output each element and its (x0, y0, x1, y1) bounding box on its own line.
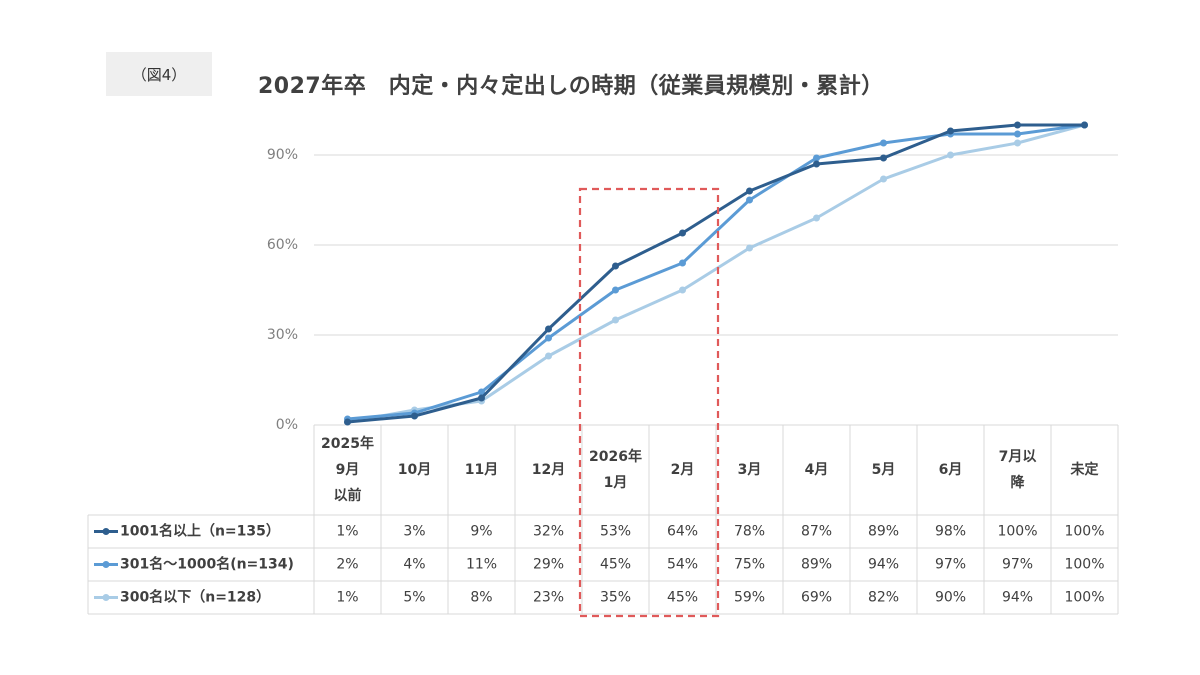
legend-marker (102, 561, 110, 568)
data-value-label: 11% (466, 557, 497, 573)
data-point (746, 196, 753, 204)
data-value-label: 64% (667, 524, 698, 540)
data-value-label: 78% (734, 524, 765, 540)
data-value-label: 1% (336, 590, 358, 606)
data-value-label: 35% (600, 590, 631, 606)
data-value-label: 100% (1064, 524, 1104, 540)
category-label: 12月 (532, 462, 565, 478)
data-value-label: 90% (935, 590, 966, 606)
data-value-label: 54% (667, 557, 698, 573)
y-tick-label: 60% (267, 237, 298, 253)
chart-title: 2027年卒 内定・内々定出しの時期（従業員規模別・累計） (258, 74, 884, 99)
data-value-label: 1% (336, 524, 358, 540)
data-point (679, 286, 686, 294)
data-point (478, 394, 485, 402)
category-label: 2026年 (589, 448, 642, 465)
data-value-label: 75% (734, 557, 765, 573)
data-point (545, 334, 552, 342)
figure-label: （図4） (106, 52, 212, 96)
data-value-label: 69% (801, 590, 832, 606)
category-label: 降 (1011, 474, 1026, 491)
data-point (947, 151, 954, 159)
data-point (545, 325, 552, 333)
data-value-label: 2% (336, 557, 358, 573)
series-name-label: 301名～1000名(n=134) (120, 556, 294, 573)
series-line (347, 123, 1085, 424)
data-value-label: 97% (1002, 557, 1033, 573)
data-point (813, 160, 820, 168)
category-label: 9月 (336, 462, 360, 478)
data-value-label: 100% (1064, 557, 1104, 573)
data-point (746, 244, 753, 252)
series-line (347, 123, 1085, 421)
category-label: 未定 (1071, 461, 1099, 478)
category-label: 2月 (671, 462, 695, 478)
category-label: 3月 (738, 462, 762, 478)
data-point (947, 127, 954, 135)
data-point (679, 259, 686, 267)
data-point (612, 286, 619, 294)
data-value-label: 5% (403, 590, 425, 606)
data-value-label: 98% (935, 524, 966, 540)
data-value-label: 45% (667, 590, 698, 606)
data-value-label: 97% (935, 557, 966, 573)
category-label: 以前 (334, 487, 362, 504)
y-tick-label: 90% (267, 147, 298, 163)
category-label: 10月 (398, 462, 431, 478)
data-point (1081, 121, 1088, 129)
data-point (411, 412, 418, 420)
legend-marker (102, 594, 110, 601)
data-point (679, 229, 686, 237)
data-value-label: 59% (734, 590, 765, 606)
category-label: 4月 (805, 462, 829, 478)
category-label: 1月 (604, 475, 628, 491)
data-point (1014, 139, 1021, 147)
data-point (612, 316, 619, 324)
data-point (344, 418, 351, 426)
data-value-label: 9% (470, 524, 492, 540)
category-label: 7月以 (999, 449, 1037, 465)
data-value-label: 53% (600, 524, 631, 540)
data-point (813, 154, 820, 162)
y-tick-label: 30% (267, 327, 298, 343)
data-point (612, 262, 619, 270)
data-value-label: 32% (533, 524, 564, 540)
data-point (746, 187, 753, 195)
legend-marker (102, 528, 110, 535)
data-value-label: 87% (801, 524, 832, 540)
data-point (478, 388, 485, 396)
category-label: 2025年 (321, 435, 374, 452)
data-value-label: 94% (868, 557, 899, 573)
data-value-label: 89% (801, 557, 832, 573)
highlight-box (578, 187, 720, 618)
data-point (545, 352, 552, 360)
category-label: 6月 (939, 462, 963, 478)
data-value-label: 89% (868, 524, 899, 540)
data-value-label: 45% (600, 557, 631, 573)
y-tick-label: 0% (276, 417, 298, 433)
series-name-label: 1001名以上（n=135） (120, 523, 280, 540)
data-point (1014, 130, 1021, 138)
data-value-label: 8% (470, 590, 492, 606)
data-value-label: 94% (1002, 590, 1033, 606)
data-value-label: 23% (533, 590, 564, 606)
data-point (880, 139, 887, 147)
data-value-label: 100% (997, 524, 1037, 540)
category-label: 5月 (872, 462, 896, 478)
data-value-label: 82% (868, 590, 899, 606)
data-value-label: 100% (1064, 590, 1104, 606)
category-label: 11月 (465, 462, 498, 478)
series-line (347, 123, 1085, 424)
series-name-label: 300名以下（n=128） (120, 589, 270, 606)
data-point (880, 175, 887, 183)
data-point (813, 214, 820, 222)
data-point (1014, 121, 1021, 129)
data-value-label: 3% (403, 524, 425, 540)
data-point (880, 154, 887, 162)
data-value-label: 4% (403, 557, 425, 573)
data-value-label: 29% (533, 557, 564, 573)
